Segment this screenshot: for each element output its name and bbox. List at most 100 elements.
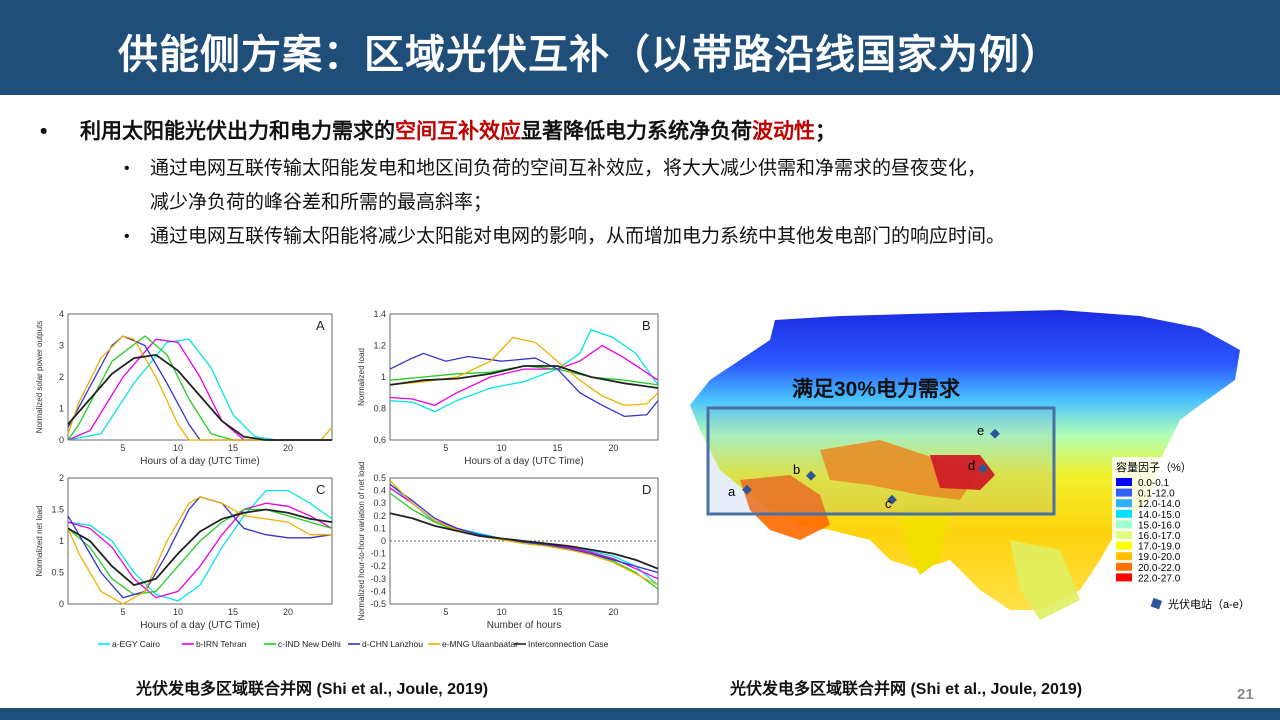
site-marker-c (887, 494, 897, 505)
caption-right: 光伏发电多区域联合并网 (Shi et al., Joule, 2019) (730, 681, 1083, 698)
bullet-dot-icon: • (124, 228, 130, 245)
bullet-sub-2-text: 通过电网互联传输太阳能将减少太阳能对电网的影响，从而增加电力系统中其他发电部门的… (150, 226, 1006, 247)
chart-frame-B (389, 313, 659, 441)
x-tick-label: 20 (283, 443, 293, 453)
legend-swatch (1116, 541, 1132, 550)
x-axis-label: Number of hours (487, 620, 561, 631)
x-tick-label: 5 (443, 607, 448, 617)
map-banner: 满足30%电力需求 (792, 377, 960, 401)
map-figure: 满足30%电力需求 a b c d e 容量因子（%） 0.0-0.1 0.1-1… (680, 310, 1260, 650)
page-number: 21 (1237, 686, 1254, 703)
x-tick-label: 20 (283, 607, 293, 617)
y-tick-label: -0.2 (370, 561, 386, 571)
x-tick-label: 15 (552, 443, 562, 453)
x-tick-label: 15 (228, 443, 238, 453)
landmass (690, 310, 1240, 620)
x-tick-label: 5 (120, 443, 125, 453)
legend-label: 0.0-0.1 (1138, 478, 1170, 489)
y-tick-label: 0 (59, 435, 64, 445)
x-axis-label: Hours of a day (UTC Time) (140, 456, 259, 467)
legend-label: 17.0-19.0 (1138, 542, 1181, 553)
bullet-dot-icon: • (124, 160, 130, 177)
series-line (389, 512, 659, 570)
legend-swatch (1116, 562, 1132, 571)
legend-swatch (1116, 488, 1132, 497)
y-tick-label: -0.4 (370, 586, 386, 596)
y-axis-label: Normalized net load (35, 505, 44, 576)
x-tick-label: 5 (443, 443, 448, 453)
series-line (389, 328, 659, 413)
bullet-sub-2: • 通过电网互联传输太阳能将减少太阳能对电网的影响，从而增加电力系统中其他发电部… (40, 220, 1260, 254)
x-tick-label: 20 (608, 607, 618, 617)
y-tick-label: 0 (59, 599, 64, 609)
site-marker-e (990, 428, 1000, 439)
y-tick-label: 1.4 (373, 309, 386, 319)
series-line (389, 352, 659, 418)
legend-label: a-EGY Cairo (112, 639, 160, 649)
series-line (67, 508, 333, 596)
slide-title: 供能侧方案：区域光伏互补（以带路沿线国家为例） (118, 33, 1061, 77)
bullet-sub-1-line2: 减少净负荷的峰谷差和所需的最高斜率； (150, 192, 493, 213)
panel-letter: A (316, 318, 325, 333)
y-tick-label: 0.6 (373, 435, 386, 445)
legend-swatch (1116, 531, 1132, 539)
highlight-volatility: 波动性 (752, 120, 815, 143)
footer-bar (0, 708, 1280, 720)
y-tick-label: -0.5 (370, 599, 386, 609)
y-tick-label: 0.4 (373, 486, 386, 496)
y-tick-label: -0.1 (370, 549, 386, 559)
legend-label: 19.0-20.0 (1138, 552, 1181, 563)
legend-label: 0.1-12.0 (1138, 489, 1175, 500)
y-tick-label: 1.5 (51, 505, 64, 515)
series-line (67, 496, 333, 599)
x-tick-label: 10 (497, 607, 507, 617)
x-tick-label: 10 (173, 443, 183, 453)
legend-swatch (1116, 552, 1132, 561)
legend-swatch (1116, 478, 1132, 486)
y-tick-label: 0.8 (373, 404, 386, 414)
x-tick-label: 15 (228, 607, 238, 617)
y-tick-label: -0.3 (370, 574, 386, 584)
bullet-sub-1: • 通过电网互联传输太阳能发电和地区间负荷的空间互补效应，将大大减少供需和净需求… (40, 152, 1260, 220)
panel-letter: D (642, 482, 651, 497)
site-label-d: d (968, 458, 975, 473)
series-line (389, 344, 659, 406)
panel-letter: C (316, 482, 325, 497)
site-markers: a b c d e (728, 423, 1000, 511)
legend-swatch (1116, 573, 1132, 582)
site-label-c: c (885, 496, 892, 511)
series-line (389, 365, 659, 389)
legend-label: 22.0-27.0 (1138, 573, 1181, 584)
legend-swatch (1116, 499, 1132, 508)
series-line (67, 335, 332, 441)
legend-label: e-MNG Ulaanbaatar (442, 639, 518, 649)
y-axis-label: Normalized load (357, 348, 366, 406)
x-axis-label: Hours of a day (UTC Time) (140, 620, 259, 631)
bullet-sub-1-line1: 通过电网互联传输太阳能发电和地区间负荷的空间互补效应，将大大减少供需和净需求的昼… (150, 158, 987, 179)
legend-label: 20.0-22.0 (1138, 563, 1181, 574)
x-tick-label: 10 (497, 443, 507, 453)
legend-swatch (1116, 509, 1132, 518)
bullet-list: • 利用太阳能光伏出力和电力需求的空间互补效应显著降低电力系统净负荷波动性； • … (40, 116, 1260, 254)
capacity-factor-legend: 容量因子（%） 0.0-0.10.1-12.012.0-14.014.0-15.… (1112, 457, 1232, 607)
station-legend-icon (1150, 597, 1163, 610)
x-tick-label: 10 (173, 607, 183, 617)
series-line (67, 502, 333, 599)
legend-title: 容量因子（%） (1116, 460, 1192, 474)
site-marker-b (806, 470, 816, 481)
legend-label: d-CHN Lanzhou (362, 639, 423, 649)
y-tick-label: 0.5 (373, 473, 386, 483)
series-line (67, 335, 333, 441)
site-marker-a (742, 484, 752, 495)
series-line (67, 489, 333, 602)
bullet-dot-icon: • (40, 120, 48, 143)
y-tick-label: 0 (381, 536, 386, 546)
y-tick-label: 1 (59, 536, 64, 546)
caption-left: 光伏发电多区域联合并网 (Shi et al., Joule, 2019) (136, 681, 489, 698)
series-line (389, 480, 659, 586)
y-tick-label: 2 (59, 372, 64, 382)
series-line (67, 338, 278, 441)
legend-label: 14.0-15.0 (1138, 510, 1181, 521)
series-line (389, 336, 659, 406)
